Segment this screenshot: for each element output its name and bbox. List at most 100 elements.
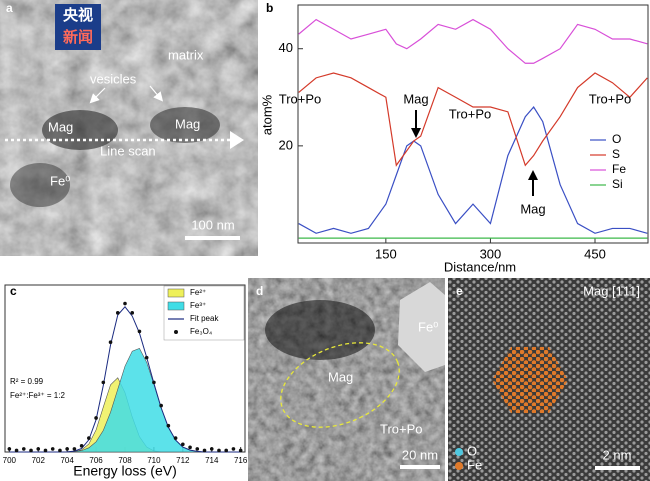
data-point — [14, 448, 19, 453]
panel-d: d Mag Fe⁰ Tro+Po 20 nm — [248, 278, 445, 481]
legend-label: Fe³⁺ — [190, 301, 206, 310]
legend-swatch — [455, 462, 463, 470]
data-point — [130, 311, 135, 315]
scale-bar — [400, 465, 440, 469]
legend-label: Fe — [467, 457, 482, 472]
data-point — [166, 423, 171, 428]
data-point — [29, 448, 33, 453]
data-point — [108, 340, 113, 345]
y-axis-label: atom% — [259, 94, 274, 135]
line — [298, 18, 648, 64]
legend-label: Fit peak — [190, 314, 219, 323]
data-point — [181, 442, 185, 447]
annotation: R² = 0.99 — [10, 377, 44, 386]
legend-swatch — [167, 288, 185, 298]
legend-label: O — [612, 132, 621, 146]
x-tick-label: 712 — [176, 456, 190, 465]
panel-label: e — [456, 284, 463, 298]
data-point — [123, 301, 127, 306]
area — [9, 348, 241, 453]
data-point — [209, 447, 214, 451]
dark-region — [150, 107, 220, 143]
x-tick-label: 150 — [375, 246, 397, 261]
watermark: 新闻 — [63, 28, 93, 46]
data-point — [224, 448, 229, 453]
panel-label: d — [256, 284, 263, 298]
data-point — [87, 436, 91, 440]
arrow-head — [230, 131, 244, 149]
y-tick-label: 20 — [279, 137, 293, 152]
x-tick-label: 710 — [147, 456, 161, 465]
legend-swatch — [167, 301, 185, 311]
line — [9, 306, 241, 453]
arrow — [149, 85, 164, 102]
line — [298, 105, 648, 234]
image-title: Mag [1̄11] — [583, 283, 640, 298]
x-tick-label: 714 — [205, 456, 219, 465]
data-point — [202, 448, 207, 453]
panel-label: c — [10, 284, 17, 298]
data-point — [58, 448, 62, 453]
annotation: Tro+Po — [380, 421, 423, 436]
data-point — [159, 403, 163, 408]
x-tick-label: 716 — [234, 456, 248, 465]
arrow-head — [528, 170, 538, 180]
annotation: Tro+Po — [449, 106, 492, 121]
data-point — [195, 447, 200, 451]
panel-a: 央视 新闻 a matrix vesicles Mag Mag Line sca… — [0, 0, 258, 256]
annotation: Fe²⁺:Fe³⁺ = 1:2 — [10, 391, 65, 400]
data-point — [101, 380, 106, 385]
scale-bar — [185, 236, 240, 240]
arrow-head — [411, 128, 421, 138]
legend-label: O — [467, 443, 477, 458]
y-tick-label: 40 — [279, 40, 293, 55]
data-point — [173, 436, 178, 440]
data-point — [238, 448, 243, 453]
annotation: Mag — [328, 369, 353, 384]
data-point — [144, 355, 149, 360]
data-point — [21, 447, 26, 451]
watermark-box — [55, 4, 101, 50]
legend-label: Fe — [612, 162, 626, 176]
scale-label: 2 nm — [603, 447, 632, 462]
data-point — [50, 447, 55, 451]
panel-label: b — [266, 1, 273, 15]
data-point — [79, 444, 84, 448]
legend-swatch — [174, 330, 178, 334]
legend-label: Si — [612, 177, 623, 191]
x-tick-label: 706 — [89, 456, 103, 465]
x-tick-label: 700 — [3, 456, 17, 465]
x-tick-label: 702 — [32, 456, 46, 465]
data-point — [94, 416, 98, 420]
annotation: matrix — [168, 47, 204, 62]
legend-label: Fe²⁺ — [190, 288, 206, 297]
panel-e: e Mag [1̄11] O Fe 2 nm — [448, 278, 650, 481]
scale-bar — [595, 466, 640, 470]
x-tick-label: 450 — [584, 246, 606, 261]
data-point — [7, 447, 12, 451]
x-axis-label: Distance/nm — [444, 259, 516, 274]
x-axis-label: Energy loss (eV) — [73, 463, 176, 479]
annotation: vesicles — [90, 71, 137, 86]
annotation: Fe⁰ — [418, 319, 438, 334]
mag-outline — [280, 342, 400, 428]
scale-label: 20 nm — [402, 447, 438, 462]
data-point — [188, 445, 192, 450]
legend-label: S — [612, 147, 620, 161]
annotation: Mag — [520, 201, 545, 216]
line — [298, 72, 648, 167]
data-point — [65, 447, 69, 451]
annotation: Line scan — [100, 143, 156, 158]
annotation: Mag — [48, 119, 73, 134]
data-point — [115, 311, 120, 315]
data-point — [217, 448, 221, 453]
legend-swatch — [455, 448, 463, 456]
data-point — [72, 447, 77, 451]
data-point — [36, 447, 41, 451]
legend-label: Fe₃O₄ — [190, 327, 212, 336]
data-point — [231, 447, 236, 451]
fe-sites — [492, 347, 568, 413]
plot-frame — [297, 4, 649, 244]
